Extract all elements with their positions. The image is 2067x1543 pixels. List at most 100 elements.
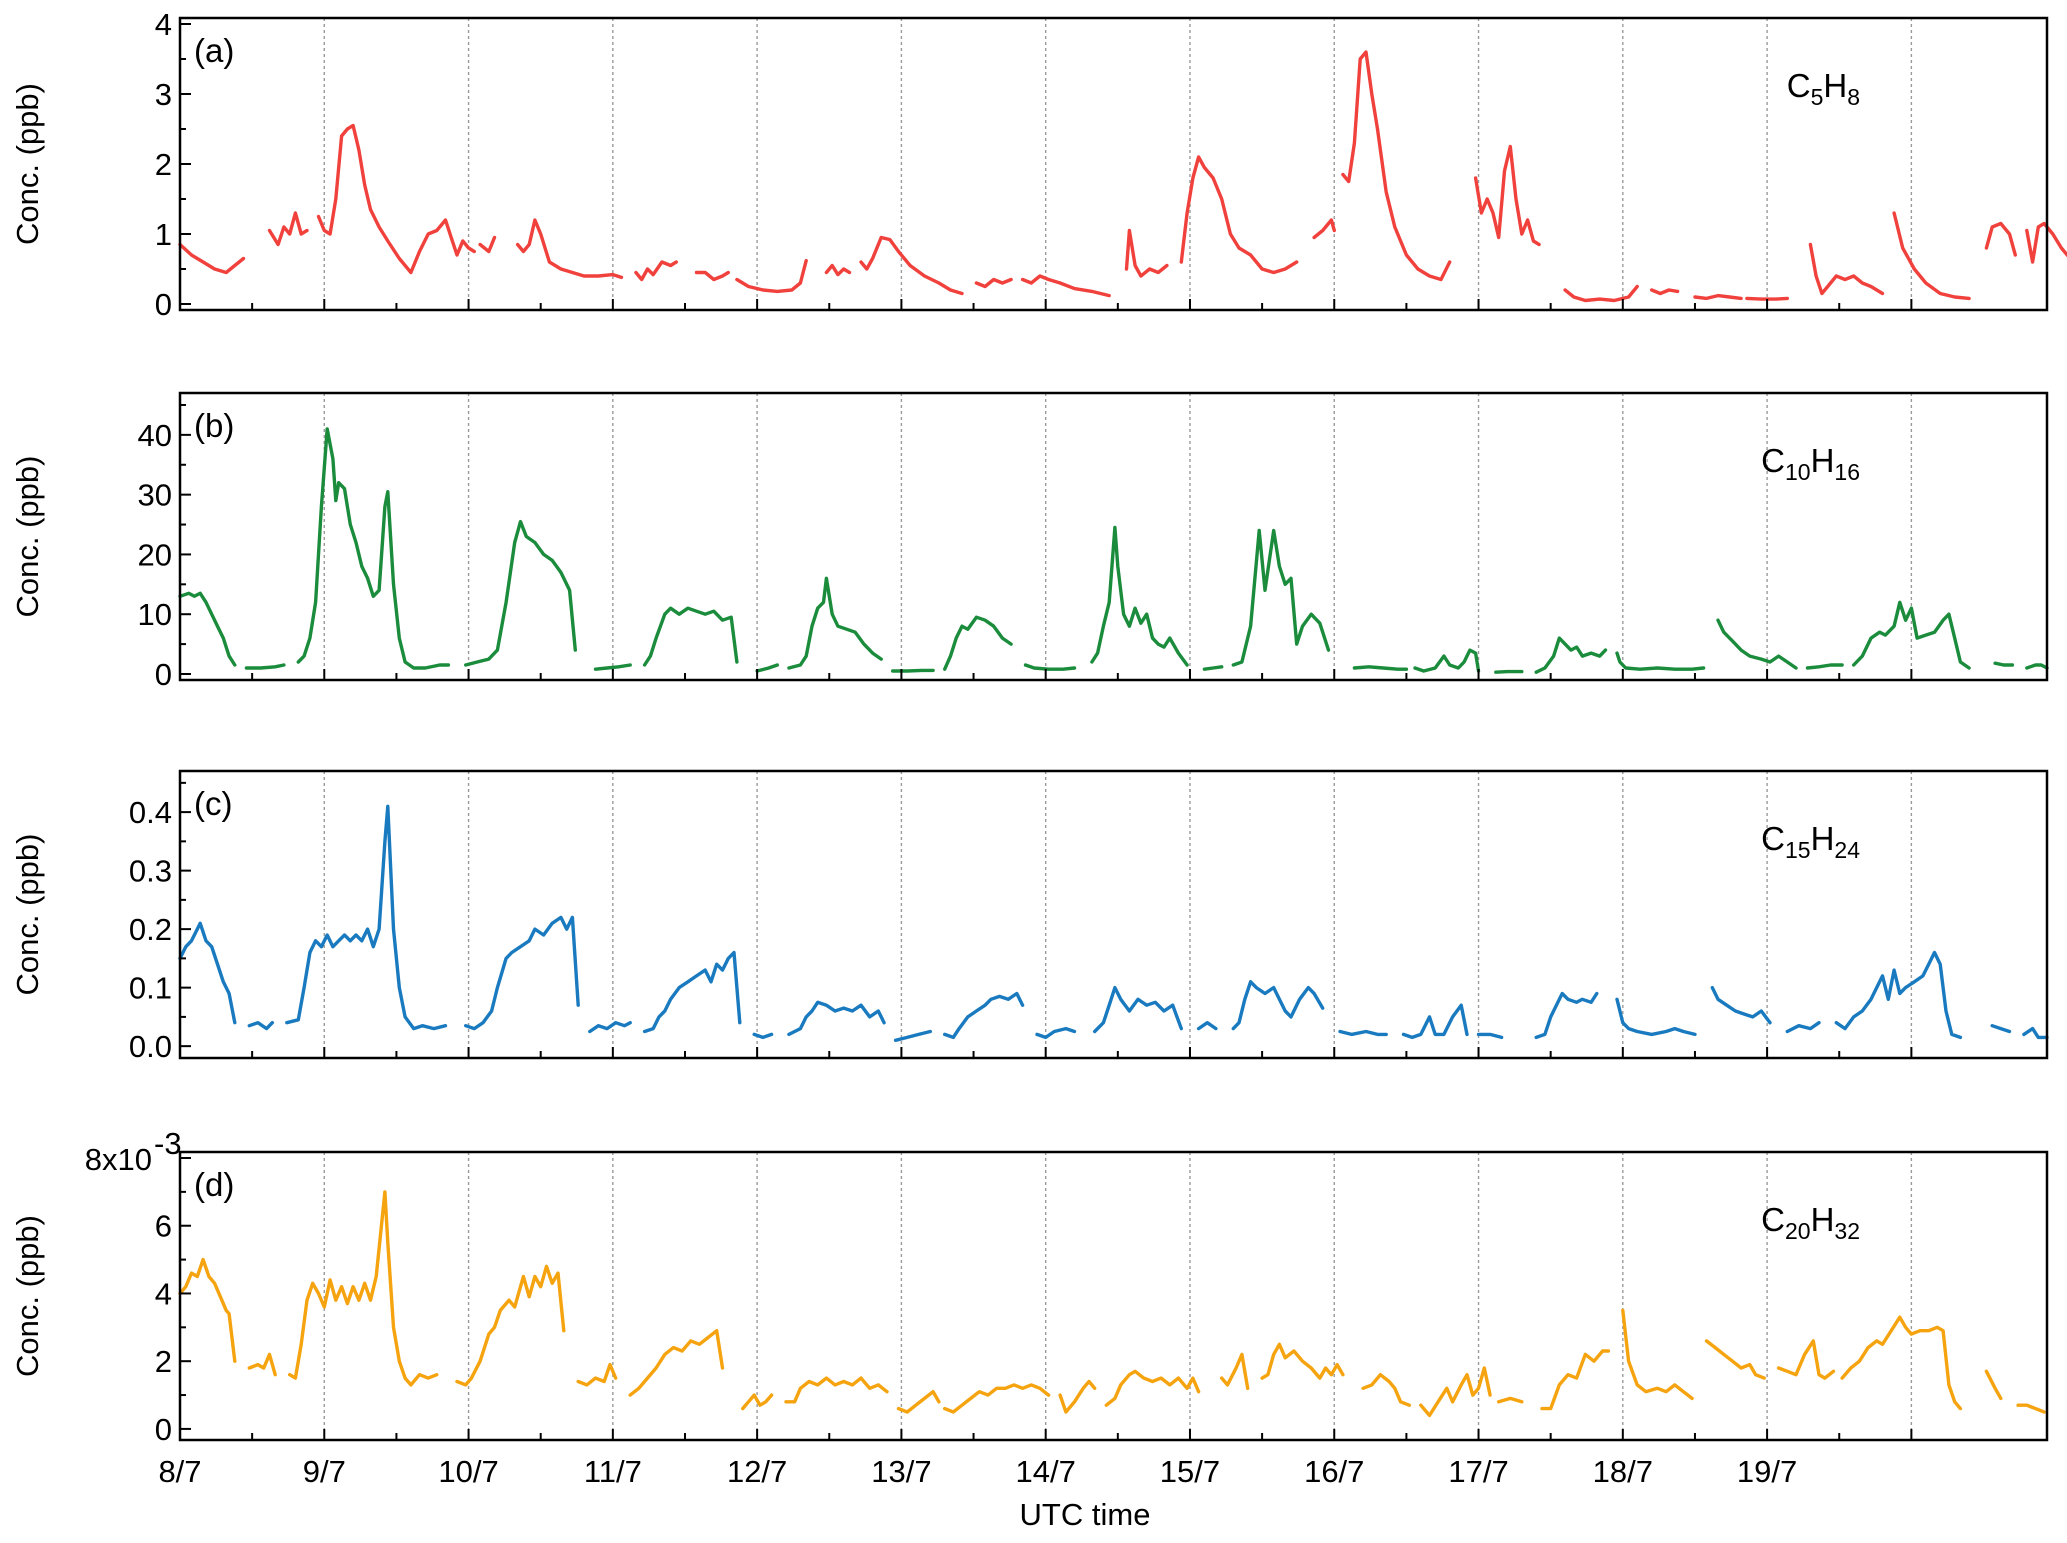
x-tick-label: 15/7	[1160, 1454, 1220, 1489]
series-segment	[1338, 1029, 1388, 1037]
series-segment	[1179, 155, 1299, 275]
series-segment	[1840, 1315, 1963, 1411]
x-tick-label: 13/7	[871, 1454, 931, 1489]
series-segment	[1834, 950, 1963, 1040]
y-tick-label: 0	[155, 1412, 172, 1447]
series-segment	[1494, 669, 1524, 674]
series-segment	[694, 270, 730, 282]
series-segment	[1745, 296, 1790, 301]
series-segment	[1716, 618, 1798, 670]
x-tick-label: 14/7	[1016, 1454, 1076, 1489]
series-segment	[244, 663, 286, 670]
series-segment	[1534, 636, 1608, 674]
series-segment	[943, 615, 1013, 671]
series-segment	[642, 950, 742, 1034]
series-segment	[593, 663, 632, 671]
series-segment	[576, 1362, 618, 1387]
y-tick-label: 0.2	[129, 912, 172, 947]
y-tick-label: 2	[155, 147, 172, 182]
x-tick-label: 17/7	[1448, 1454, 1508, 1489]
axis-frame	[178, 391, 2049, 682]
series-segment	[1805, 663, 1844, 670]
y-tick-label: 0.1	[129, 971, 172, 1006]
series-segment	[2016, 1403, 2046, 1414]
series-segment	[267, 211, 309, 247]
panel-a: 0 1 2 3 4 Conc. (ppb) (a) C5H8	[10, 7, 2067, 322]
y-tick-label: 0.4	[129, 795, 172, 830]
series-segment	[1990, 1023, 2012, 1034]
series-segment	[2022, 1026, 2049, 1040]
y-tick-label: 10	[138, 597, 172, 632]
species-label: C20H32	[1761, 1201, 1860, 1244]
y-tick-label: 4	[155, 1276, 172, 1311]
y-axis-label: Conc. (ppb)	[10, 83, 45, 245]
series-segment	[1035, 1026, 1077, 1040]
series-segment	[2025, 221, 2067, 264]
x-tick-label: 9/7	[303, 1454, 346, 1489]
series-segment	[1563, 284, 1639, 303]
series-segment	[1984, 1369, 2003, 1401]
series-segment	[1092, 985, 1184, 1034]
series-segment	[1361, 1372, 1412, 1407]
series-segment	[178, 921, 237, 1025]
series-segment	[178, 591, 237, 667]
series-segment	[1704, 1339, 1766, 1380]
series-segment	[943, 1383, 1051, 1414]
y-tick-label: 6	[155, 1209, 172, 1244]
y-tick-label: 4	[155, 7, 172, 42]
species-label: C5H8	[1787, 67, 1860, 110]
y-tick-label: 30	[138, 478, 172, 513]
series-segment	[628, 1328, 725, 1397]
series-segment	[1202, 665, 1224, 671]
series-segment	[642, 606, 739, 667]
series-segment	[288, 1190, 439, 1387]
series-segment	[588, 1021, 632, 1034]
series-segment	[1401, 1003, 1469, 1040]
y-tick-label: 20	[138, 537, 172, 572]
series-segment	[735, 258, 808, 294]
series-segment	[891, 668, 935, 673]
series-segment	[1352, 665, 1409, 671]
series-segment	[478, 235, 497, 254]
series-segment	[247, 1021, 274, 1031]
series-segment	[974, 277, 1013, 289]
species-label: C10H16	[1761, 442, 1860, 485]
series-segment	[1892, 211, 1971, 301]
series-segment	[1540, 1349, 1611, 1411]
axis-frame	[178, 769, 2049, 1060]
series-segment	[896, 1389, 941, 1414]
series-segment	[2025, 663, 2049, 670]
y-tick-label: 40	[138, 418, 172, 453]
series-segment	[1785, 1021, 1821, 1034]
x-tick-label: 12/7	[727, 1454, 787, 1489]
series-segment	[455, 1264, 566, 1387]
series-segment	[787, 576, 883, 670]
y-axis-label: Conc. (ppb)	[10, 456, 45, 618]
series-segment	[1260, 1342, 1345, 1380]
series-segment	[1196, 1021, 1218, 1031]
y-tick-label: 3	[155, 77, 172, 112]
series-segment	[784, 1376, 889, 1404]
series-segment	[515, 218, 624, 280]
series-segment	[1534, 991, 1599, 1040]
series-segment	[634, 260, 678, 282]
x-tick-label: 18/7	[1593, 1454, 1653, 1489]
species-label: C15H24	[1761, 820, 1860, 863]
series-segment	[755, 663, 779, 673]
y-tick-label: 0	[155, 287, 172, 322]
x-tick-label: 11/7	[584, 1454, 642, 1489]
x-tick-label: 19/7	[1737, 1454, 1797, 1489]
series-segment	[1104, 1369, 1201, 1407]
series-segment	[464, 915, 580, 1031]
series-segment	[1476, 1032, 1504, 1040]
series-segment	[1413, 648, 1481, 673]
series-segment	[178, 242, 246, 275]
series-segment	[1776, 1339, 1836, 1380]
series-segment	[859, 235, 964, 296]
x-tick-label: 16/7	[1304, 1454, 1364, 1489]
series-segment	[316, 123, 476, 275]
series-segment	[1984, 221, 2018, 257]
